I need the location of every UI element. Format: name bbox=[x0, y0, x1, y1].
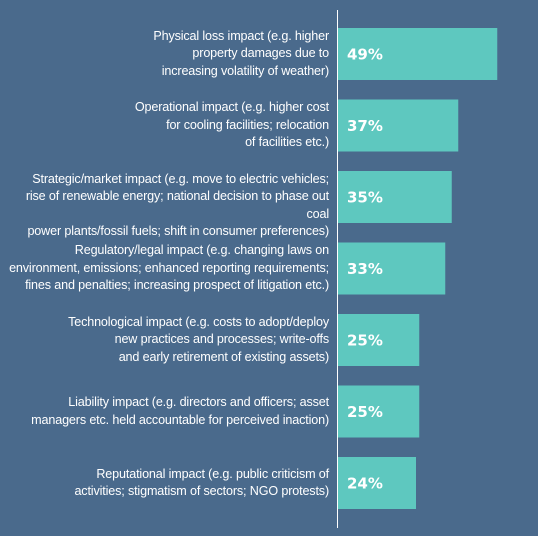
bar-value-label: 25% bbox=[347, 332, 383, 350]
category-label: Regulatory/legal impact (e.g. changing l… bbox=[9, 243, 329, 293]
bar bbox=[338, 171, 452, 223]
category-label: Liability impact (e.g. directors and off… bbox=[31, 395, 329, 427]
category-label: Physical loss impact (e.g. higher proper… bbox=[153, 28, 329, 78]
bar bbox=[338, 457, 416, 509]
bar bbox=[338, 99, 459, 152]
category-label: Technological impact (e.g. costs to adop… bbox=[68, 314, 329, 364]
bar-value-label: 37% bbox=[347, 117, 383, 135]
bar bbox=[338, 385, 420, 438]
bar-value-label: 33% bbox=[347, 260, 383, 278]
category-label: Reputational impact (e.g. public critici… bbox=[74, 466, 329, 499]
category-label: Strategic/market impact (e.g. move to el… bbox=[25, 171, 329, 239]
bar-value-label: 49% bbox=[347, 46, 383, 64]
bar-value-label: 35% bbox=[347, 189, 383, 207]
bar bbox=[338, 28, 498, 80]
bar bbox=[338, 242, 446, 295]
bar bbox=[338, 314, 420, 366]
bar-value-label: 25% bbox=[347, 403, 383, 421]
category-label: Operational impact (e.g. higher cost for… bbox=[134, 100, 329, 150]
bar-value-label: 24% bbox=[347, 475, 383, 493]
